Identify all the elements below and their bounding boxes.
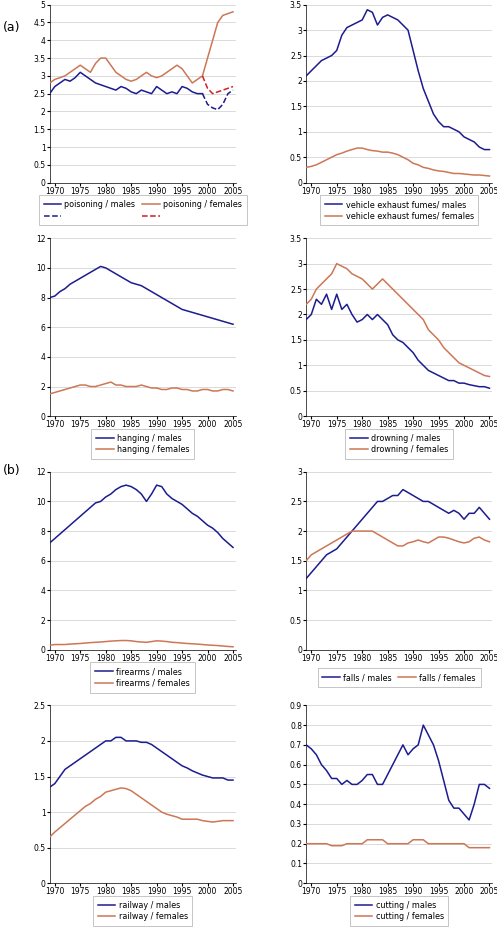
Text: (a): (a) xyxy=(2,21,20,34)
Legend: falls / males, falls / females: falls / males, falls / females xyxy=(318,668,481,687)
Legend: drowning / males, drowning / females: drowning / males, drowning / females xyxy=(345,429,453,459)
Legend: railway / males, railway / females: railway / males, railway / females xyxy=(93,896,192,926)
Legend: hanging / males, hanging / females: hanging / males, hanging / females xyxy=(91,429,194,459)
Legend: cutting / males, cutting / females: cutting / males, cutting / females xyxy=(350,896,448,926)
Legend: vehicle exhaust fumes/ males, vehicle exhaust fumes/ females: vehicle exhaust fumes/ males, vehicle ex… xyxy=(320,195,479,225)
Legend: firearms / males, firearms / females: firearms / males, firearms / females xyxy=(90,662,195,692)
Legend: poisoning / males, , poisoning / females, : poisoning / males, , poisoning / females… xyxy=(39,195,247,225)
Text: (b): (b) xyxy=(2,464,20,477)
